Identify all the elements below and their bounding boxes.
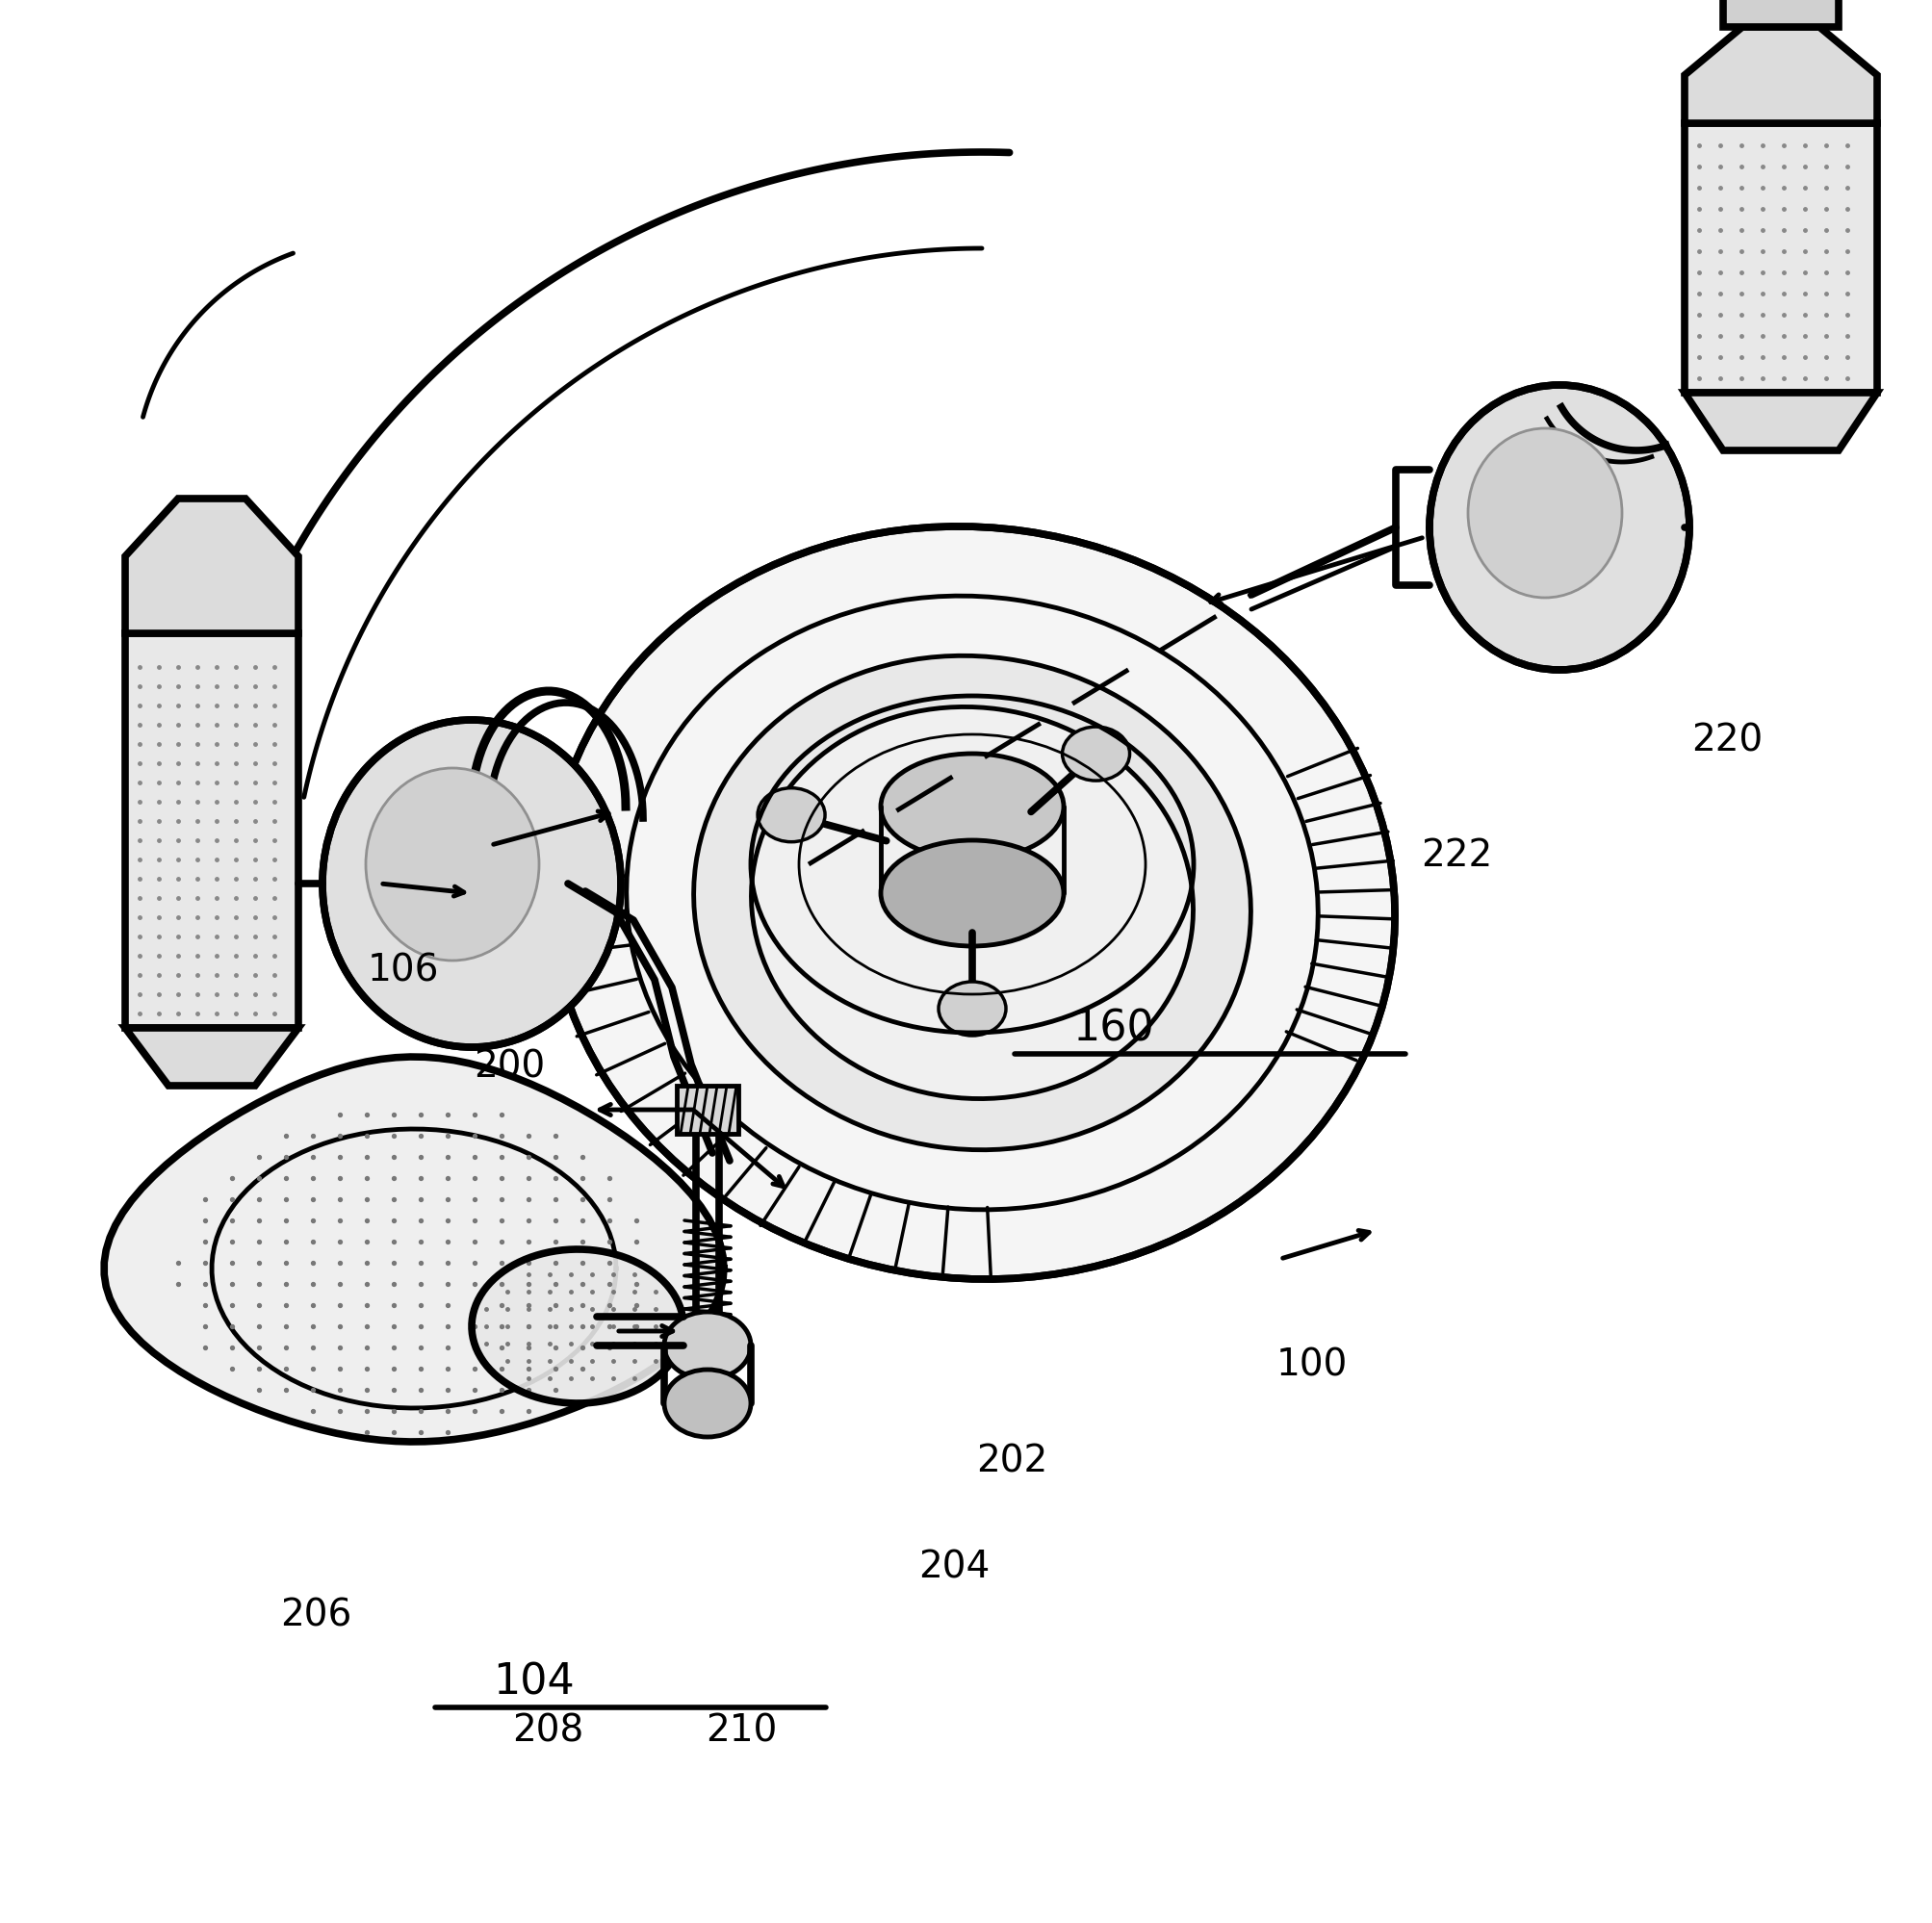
Ellipse shape (1466, 429, 1621, 598)
Ellipse shape (365, 767, 539, 960)
Polygon shape (126, 1029, 298, 1086)
Ellipse shape (752, 708, 1192, 1098)
Polygon shape (1685, 27, 1876, 123)
Ellipse shape (1430, 385, 1689, 669)
Polygon shape (104, 1058, 725, 1442)
Polygon shape (1685, 392, 1876, 450)
Text: 106: 106 (367, 952, 439, 990)
Polygon shape (471, 1250, 684, 1404)
Ellipse shape (694, 656, 1250, 1150)
Ellipse shape (881, 840, 1063, 946)
Ellipse shape (881, 754, 1063, 860)
Text: 202: 202 (976, 1442, 1047, 1481)
Text: 220: 220 (1690, 721, 1762, 760)
Text: 200: 200 (473, 1048, 545, 1086)
Text: 206: 206 (280, 1596, 352, 1635)
Ellipse shape (665, 1311, 750, 1379)
Ellipse shape (665, 1369, 750, 1436)
Ellipse shape (939, 983, 1005, 1036)
Text: 204: 204 (918, 1548, 989, 1586)
Polygon shape (126, 498, 298, 633)
Text: 210: 210 (705, 1711, 777, 1750)
Polygon shape (126, 633, 298, 1029)
Text: 160: 160 (1072, 1008, 1153, 1050)
Polygon shape (1721, 0, 1837, 27)
Ellipse shape (1063, 727, 1128, 781)
Ellipse shape (757, 788, 825, 842)
Text: 208: 208 (512, 1711, 583, 1750)
Text: 104: 104 (493, 1661, 574, 1704)
Ellipse shape (323, 719, 620, 1048)
Ellipse shape (549, 527, 1395, 1279)
Polygon shape (1685, 123, 1876, 392)
Text: 100: 100 (1275, 1346, 1347, 1385)
Polygon shape (676, 1086, 738, 1135)
Text: 222: 222 (1420, 837, 1492, 875)
